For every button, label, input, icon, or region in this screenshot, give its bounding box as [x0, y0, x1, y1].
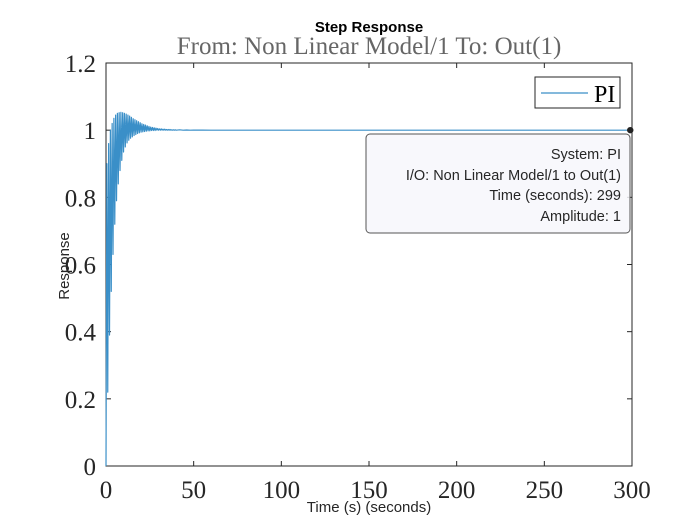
plot-area — [105, 62, 633, 467]
y-tick-label: 1 — [84, 118, 97, 145]
legend-label-pi: PI — [594, 82, 615, 108]
datatip-amplitude: Amplitude: 1 — [540, 209, 621, 225]
x-tick-label: 100 — [263, 477, 301, 504]
y-axis-label: Response — [56, 232, 73, 300]
x-tick-label: 250 — [526, 477, 564, 504]
y-tick-label: 1.2 — [65, 51, 96, 78]
x-tick-label: 0 — [100, 477, 113, 504]
x-tick-label: 300 — [613, 477, 651, 504]
series-line-pi — [105, 111, 631, 467]
datatip[interactable]: System: PI I/O: Non Linear Model/1 to Ou… — [365, 126, 634, 234]
legend: PI — [534, 76, 621, 109]
y-tick-label: 0 — [84, 454, 97, 481]
x-tick-label: 150 — [350, 477, 388, 504]
y-tick-label: 0.6 — [65, 253, 96, 280]
y-tick-label: 0.4 — [65, 320, 97, 347]
chart-subtitle: From: Non Linear Model/1 To: Out(1) — [177, 33, 562, 60]
x-tick-label: 200 — [438, 477, 476, 504]
datatip-marker[interactable] — [627, 126, 634, 134]
datatip-io: I/O: Non Linear Model/1 to Out(1) — [406, 168, 621, 184]
datatip-system: System: PI — [551, 147, 621, 163]
datatip-time: Time (seconds): 299 — [489, 188, 621, 204]
y-tick-label: 0.8 — [65, 185, 96, 212]
chart-title: Step Response — [315, 19, 423, 36]
axis-ticks: 0 50 100 150 200 250 300 0 0.2 0.4 0.6 0.8 1 1.2 — [65, 51, 651, 504]
x-axis-label: Time (s) (seconds) — [307, 499, 431, 516]
y-tick-label: 0.2 — [65, 387, 96, 414]
series-layer — [105, 111, 631, 467]
x-tick-label: 50 — [181, 477, 206, 504]
datatip-box — [365, 133, 631, 234]
